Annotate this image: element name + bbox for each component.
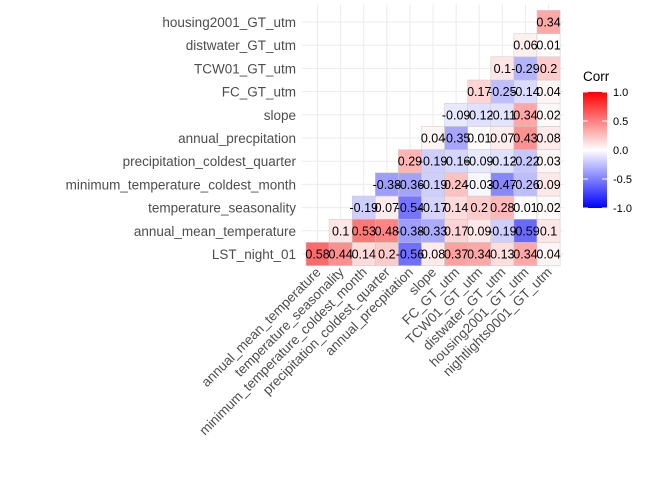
cell-value-label: 0.04 xyxy=(536,248,560,262)
cell-value-label: -0.03 xyxy=(465,178,494,192)
cell-value-label: -0.19 xyxy=(419,178,448,192)
y-tick-label: TCW01_GT_utm xyxy=(194,61,296,76)
legend-tick-label: 1.0 xyxy=(613,87,628,99)
cell-value-label: 0.02 xyxy=(536,201,560,215)
cell-value-label: -0.19 xyxy=(419,155,448,169)
cell-value-label: 0.34 xyxy=(513,108,537,122)
cell-value-label: 0.17 xyxy=(467,85,491,99)
cell-value-label: 0.58 xyxy=(305,248,329,262)
y-tick-label: distwater_GT_utm xyxy=(186,38,296,53)
cell-value-label: -0.12 xyxy=(465,108,494,122)
y-tick-label: LST_night_01 xyxy=(212,247,296,262)
cell-value-label: 0.34 xyxy=(467,248,491,262)
cell-value-label: 0.2 xyxy=(471,201,488,215)
cell-value-label: -0.38 xyxy=(373,178,402,192)
y-tick-label: annual_precpitation xyxy=(178,131,296,146)
x-axis: annual_mean_temperaturetemperature_seaso… xyxy=(196,264,554,438)
legend-tick-label: -1.0 xyxy=(613,203,632,215)
cell-value-label: -0.59 xyxy=(511,224,540,238)
cell-value-label: 0.34 xyxy=(536,16,560,30)
cell-value-label: 0.08 xyxy=(421,248,445,262)
legend-tick-label: -0.5 xyxy=(613,174,632,186)
cell-value-label: 0.07 xyxy=(375,201,399,215)
cell-value-label: 0.07 xyxy=(490,132,514,146)
cell-value-label: -0.19 xyxy=(350,201,379,215)
cell-value-label: 0.01 xyxy=(536,39,560,53)
y-tick-label: annual_mean_temperature xyxy=(134,224,296,239)
cell-value-label: 0.14 xyxy=(352,248,376,262)
cell-value-label: 0.06 xyxy=(513,39,537,53)
cell-value-label: 0.28 xyxy=(490,201,514,215)
legend: Corr 1.0 0.5 0.0 -0.5 -1.0 xyxy=(583,69,632,215)
cell-value-label: -0.26 xyxy=(511,178,540,192)
cell-value-label: -0.29 xyxy=(511,62,540,76)
cell-value-label: -0.47 xyxy=(488,178,517,192)
cell-value-label: 0.24 xyxy=(444,178,468,192)
cell-value-label: 0.14 xyxy=(444,201,468,215)
cell-value-label: 0.1 xyxy=(494,62,511,76)
cell-value-label: -0.54 xyxy=(396,201,425,215)
legend-title: Corr xyxy=(583,69,610,84)
cell-value-label: -0.56 xyxy=(396,248,425,262)
cell-value-label: -0.11 xyxy=(489,108,517,122)
cell-value-label: 0.04 xyxy=(536,85,560,99)
cell-value-label: 0.04 xyxy=(421,132,445,146)
cell-value-label: -0.14 xyxy=(511,85,540,99)
cell-value-label: 0.13 xyxy=(490,248,514,262)
cell-value-label: 0.2 xyxy=(540,62,557,76)
cell-value-label: 0.37 xyxy=(444,248,468,262)
cell-value-label: -0.36 xyxy=(396,178,425,192)
cell-value-label: 0.48 xyxy=(375,224,399,238)
cell-value-label: 0.44 xyxy=(328,248,352,262)
y-tick-label: FC_GT_utm xyxy=(222,85,296,100)
legend-tick-label: 0.5 xyxy=(613,116,628,128)
cell-value-label: -0.35 xyxy=(442,132,471,146)
cell-value-label: -0.25 xyxy=(488,85,517,99)
cell-value-label: 0.2 xyxy=(378,248,395,262)
cell-value-label: 0.29 xyxy=(398,155,422,169)
heatmap-cell xyxy=(536,10,561,34)
cell-value-label: -0.16 xyxy=(442,155,471,169)
cell-labels: 0.580.440.14 0.2 -0.560.080.370.340.130.34… xyxy=(305,16,560,262)
cell-value-label: -0.09 xyxy=(465,155,494,169)
cell-value-label: -0.33 xyxy=(419,224,448,238)
cell-value-label: 0.1 xyxy=(332,224,349,238)
cell-value-label: 0.03 xyxy=(536,155,560,169)
cell-value-label: 0.17 xyxy=(444,224,468,238)
cell-value-label: -0.17 xyxy=(419,201,448,215)
cell-value-label: 0.09 xyxy=(536,178,560,192)
cell-value-label: 0.02 xyxy=(536,108,560,122)
cell-value-label: 0.34 xyxy=(513,248,537,262)
cell-value-label: -0.38 xyxy=(396,224,425,238)
cell-value-label: 0.01 xyxy=(467,132,491,146)
y-tick-label: housing2001_GT_utm xyxy=(162,15,296,30)
legend-tick-label: 0.0 xyxy=(613,145,628,157)
cell-value-label: 0.09 xyxy=(467,224,491,238)
cell-value-label: -0.19 xyxy=(488,224,517,238)
y-axis: LST_night_01 annual_mean_temperature tempe… xyxy=(66,15,297,262)
heatmap-cells xyxy=(305,10,561,266)
cell-value-label: 0.53 xyxy=(352,224,376,238)
y-tick-label: slope xyxy=(264,108,296,123)
cell-value-label: -0.22 xyxy=(511,155,540,169)
x-tick-label: minimum_temperature_coldest_month xyxy=(196,265,369,438)
cell-value-label: -0.09 xyxy=(442,108,471,122)
cell-value-label: 0.08 xyxy=(536,132,560,146)
cell-value-label: 0.43 xyxy=(513,132,537,146)
cell-value-label: 0.1 xyxy=(540,224,557,238)
cell-value-label: -0.12 xyxy=(488,155,517,169)
y-tick-label: minimum_temperature_coldest_month xyxy=(66,177,296,192)
cell-value-label: 0.01 xyxy=(513,201,537,215)
y-tick-label: precipitation_coldest_quarter xyxy=(123,154,297,169)
y-tick-label: temperature_seasonality xyxy=(148,201,296,216)
